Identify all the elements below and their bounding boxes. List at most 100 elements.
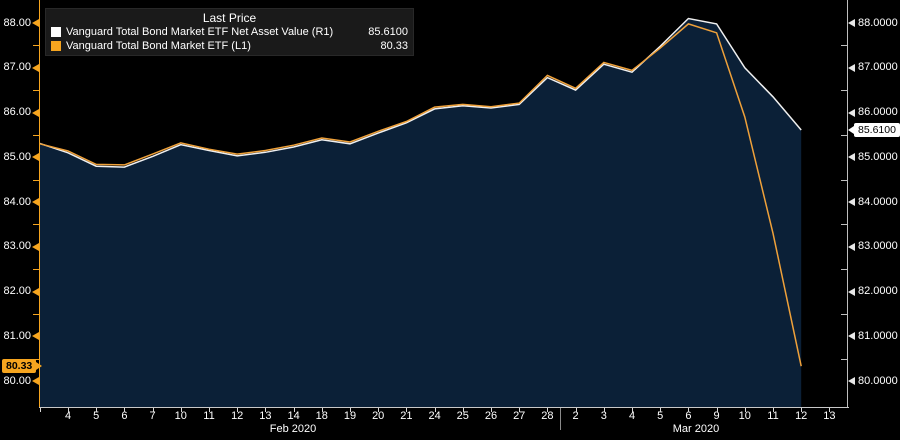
x-axis-label: 3 — [600, 410, 607, 422]
right-axis-tick-icon — [848, 287, 855, 296]
left-axis-label: 86.00 — [3, 106, 31, 118]
x-axis-tick — [96, 408, 98, 412]
right-axis-tick-icon — [848, 153, 855, 162]
right-axis-label: 83.0000 — [858, 240, 898, 253]
left-axis-label: 83.00 — [3, 240, 31, 253]
x-axis-label: 11 — [203, 410, 215, 422]
x-axis-label: 12 — [795, 410, 808, 422]
legend[interactable]: Last Price Vanguard Total Bond Market ET… — [45, 8, 414, 56]
right-axis-label: 86.0000 — [858, 106, 898, 118]
x-axis-tick — [462, 408, 464, 412]
x-axis-label: 12 — [231, 410, 244, 422]
x-axis-label: 28 — [541, 410, 554, 422]
left-axis-tick-icon — [32, 108, 39, 117]
x-axis-tick — [688, 408, 690, 412]
right-axis-tick-icon — [848, 63, 855, 72]
x-axis-tick — [406, 408, 408, 412]
right-axis-label: 87.0000 — [858, 61, 898, 74]
left-axis-minor-tick — [33, 179, 39, 181]
right-axis-minor-tick — [841, 269, 847, 271]
left-axis-minor-tick — [33, 134, 39, 136]
left-axis-label: 85.00 — [3, 150, 31, 163]
nav-line — [39, 17, 802, 168]
legend-title: Last Price — [202, 11, 257, 25]
x-axis-tick — [716, 408, 718, 412]
left-axis-label: 81.00 — [3, 329, 31, 342]
x-axis-tick — [209, 408, 210, 412]
x-axis-label: 25 — [456, 410, 469, 422]
x-axis-tick — [321, 408, 323, 412]
x-axis-label: 7 — [149, 410, 156, 422]
x-axis-label: 19 — [343, 410, 357, 422]
x-axis-label: 18 — [315, 410, 328, 422]
x-axis-label: 27 — [513, 410, 526, 422]
right-axis-minor-tick — [841, 313, 847, 315]
price-series-swatch-icon — [51, 41, 61, 51]
right-axis-line — [847, 0, 848, 407]
left-axis-label: 80.00 — [3, 374, 31, 387]
x-axis-label: 14 — [287, 410, 300, 422]
x-axis-tick — [660, 408, 662, 412]
left-axis-tick-icon — [32, 332, 39, 341]
x-axis-tick — [547, 408, 549, 412]
legend-value-nav: 85.6100 — [368, 26, 408, 38]
x-axis-tick — [632, 408, 633, 412]
left-axis-tick-icon — [32, 153, 39, 162]
x-axis-label: 10 — [174, 410, 187, 422]
price-value-tag[interactable]: 80.33 — [2, 359, 43, 373]
x-axis-label: 11 — [767, 410, 779, 422]
left-axis-label: 82.00 — [3, 285, 31, 297]
left-axis-tick-icon — [32, 287, 39, 296]
right-axis-tick-icon — [848, 19, 855, 27]
x-axis-label: 6 — [121, 410, 128, 422]
right-axis-tick-icon — [848, 332, 855, 341]
x-axis-tick — [491, 408, 492, 412]
x-axis-label: 13 — [823, 410, 836, 422]
x-axis-tick — [350, 408, 351, 412]
left-axis-tick-icon — [32, 19, 39, 27]
right-axis-minor-tick — [841, 45, 847, 47]
month-label-mar: Mar 2020 — [672, 423, 720, 435]
right-axis-minor-tick — [841, 90, 847, 92]
x-axis-line — [39, 407, 849, 408]
x-axis-label: 20 — [372, 410, 385, 422]
x-axis-tick — [519, 408, 521, 412]
x-axis-label: 13 — [259, 410, 272, 422]
x-axis-label: 24 — [428, 410, 441, 422]
x-axis-tick — [237, 408, 239, 412]
x-axis-tick — [68, 408, 69, 412]
right-axis-label: 80.0000 — [858, 374, 898, 387]
legend-row-nav[interactable]: Vanguard Total Bond Market ETF Net Asset… — [51, 25, 408, 39]
x-axis-tick — [773, 408, 774, 412]
left-axis-minor-tick — [33, 358, 39, 360]
x-axis-tick — [829, 408, 831, 412]
left-axis-minor-tick — [33, 45, 39, 47]
x-axis-tick — [180, 408, 182, 412]
left-axis-tick-icon — [32, 63, 39, 72]
nav-series-swatch-icon — [51, 27, 61, 37]
left-axis-minor-tick — [33, 224, 39, 226]
nav-value-tag[interactable]: 85.6100 — [848, 123, 900, 137]
x-axis-label: 6 — [685, 410, 692, 422]
legend-label-price: Vanguard Total Bond Market ETF (L1) — [66, 40, 251, 52]
legend-value-price: 80.33 — [380, 40, 408, 52]
x-axis-label: 4 — [628, 410, 636, 422]
right-axis-tick-icon — [848, 198, 855, 206]
left-axis-label: 88.00 — [3, 16, 31, 29]
x-axis-tick — [603, 408, 605, 412]
left-axis-tick-icon — [32, 242, 39, 251]
x-axis-label: 5 — [657, 410, 664, 422]
left-axis-line — [39, 0, 40, 407]
month-separator — [560, 408, 561, 430]
x-axis-label: 4 — [64, 410, 72, 422]
right-axis-tick-icon — [848, 242, 855, 251]
left-axis-minor-tick — [33, 90, 39, 92]
right-axis-label: 85.0000 — [858, 150, 898, 163]
right-axis-tick-icon — [848, 108, 855, 117]
legend-row-price[interactable]: Vanguard Total Bond Market ETF (L1) 80.3… — [51, 39, 408, 53]
right-axis-label: 88.0000 — [858, 16, 898, 29]
right-axis-minor-tick — [841, 134, 847, 136]
legend-label-nav: Vanguard Total Bond Market ETF Net Asset… — [66, 26, 334, 38]
price-line — [39, 23, 802, 367]
